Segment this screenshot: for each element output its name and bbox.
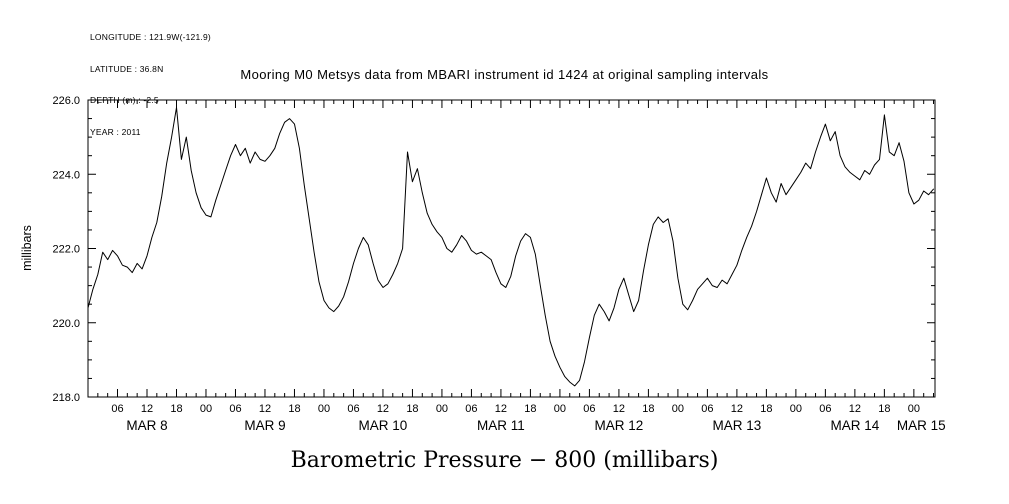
hour-tick-label: 00 (436, 403, 448, 415)
y-tick-label: 222.0 (52, 244, 80, 256)
hour-tick-label: 00 (318, 403, 330, 415)
hour-tick-label: 12 (141, 403, 153, 415)
metadata-longitude: LONGITUDE : 121.9W(-121.9) (90, 32, 211, 42)
day-label: MAR 10 (359, 418, 408, 433)
y-axis-ticks: 218.0 220.0 222.0 224.0 226.0 (52, 95, 935, 404)
hour-tick-label: 18 (288, 403, 300, 415)
x-axis-ticks: 06 12 18 00 06 12 18 00 06 12 18 00 06 12 18 00 06 12 18 00… (87, 100, 935, 415)
hour-tick-label: 12 (849, 403, 861, 415)
hour-tick-label: 12 (731, 403, 743, 415)
metadata-latitude: LATITUDE : 36.8N (90, 63, 164, 74)
hour-tick-label: 12 (495, 403, 507, 415)
hour-tick-label: 00 (672, 403, 684, 415)
pressure-series-line (87, 106, 934, 387)
hour-tick-label: 18 (642, 403, 654, 415)
hour-tick-label: 06 (465, 403, 477, 415)
day-label: MAR 15 (897, 418, 946, 433)
hour-tick-label: 06 (347, 403, 359, 415)
hour-tick-label: 18 (524, 403, 536, 415)
hour-tick-label: 12 (377, 403, 389, 415)
hour-tick-label: 18 (170, 403, 182, 415)
day-label: MAR 11 (477, 418, 525, 433)
hour-tick-label: 00 (200, 403, 212, 415)
hour-tick-label: 00 (554, 403, 566, 415)
x-axis-caption: Barometric Pressure − 800 (millibars) (290, 448, 719, 473)
y-tick-label: 220.0 (52, 318, 80, 330)
y-tick-label: 224.0 (52, 169, 80, 181)
hour-tick-label: 12 (259, 403, 271, 415)
day-label: MAR 14 (830, 418, 879, 433)
day-labels: MAR 8 MAR 9 MAR 10 MAR 11 MAR 12 MAR 13 MAR 14… (126, 418, 945, 433)
day-label: MAR 12 (595, 418, 644, 433)
hour-tick-label: 00 (908, 403, 920, 415)
day-label: MAR 9 (244, 418, 285, 433)
hour-tick-label: 18 (760, 403, 772, 415)
hour-tick-label: 06 (583, 403, 595, 415)
hour-tick-label: 18 (406, 403, 418, 415)
hour-tick-label: 12 (613, 403, 625, 415)
y-tick-label: 226.0 (52, 95, 80, 107)
hour-tick-label: 00 (790, 403, 802, 415)
hour-tick-label: 06 (229, 403, 241, 415)
y-tick-label: 218.0 (52, 392, 80, 404)
plot-frame (87, 99, 936, 398)
hour-tick-label: 06 (819, 403, 831, 415)
day-label: MAR 8 (126, 418, 167, 433)
hour-tick-label: 18 (878, 403, 890, 415)
hour-tick-label: 06 (111, 403, 123, 415)
metadata-year: YEAR : 2011 (90, 126, 141, 137)
hour-tick-label: 06 (701, 403, 713, 415)
day-label: MAR 13 (713, 418, 762, 433)
chart-title: Mooring M0 Metsys data from MBARI instru… (240, 67, 769, 82)
